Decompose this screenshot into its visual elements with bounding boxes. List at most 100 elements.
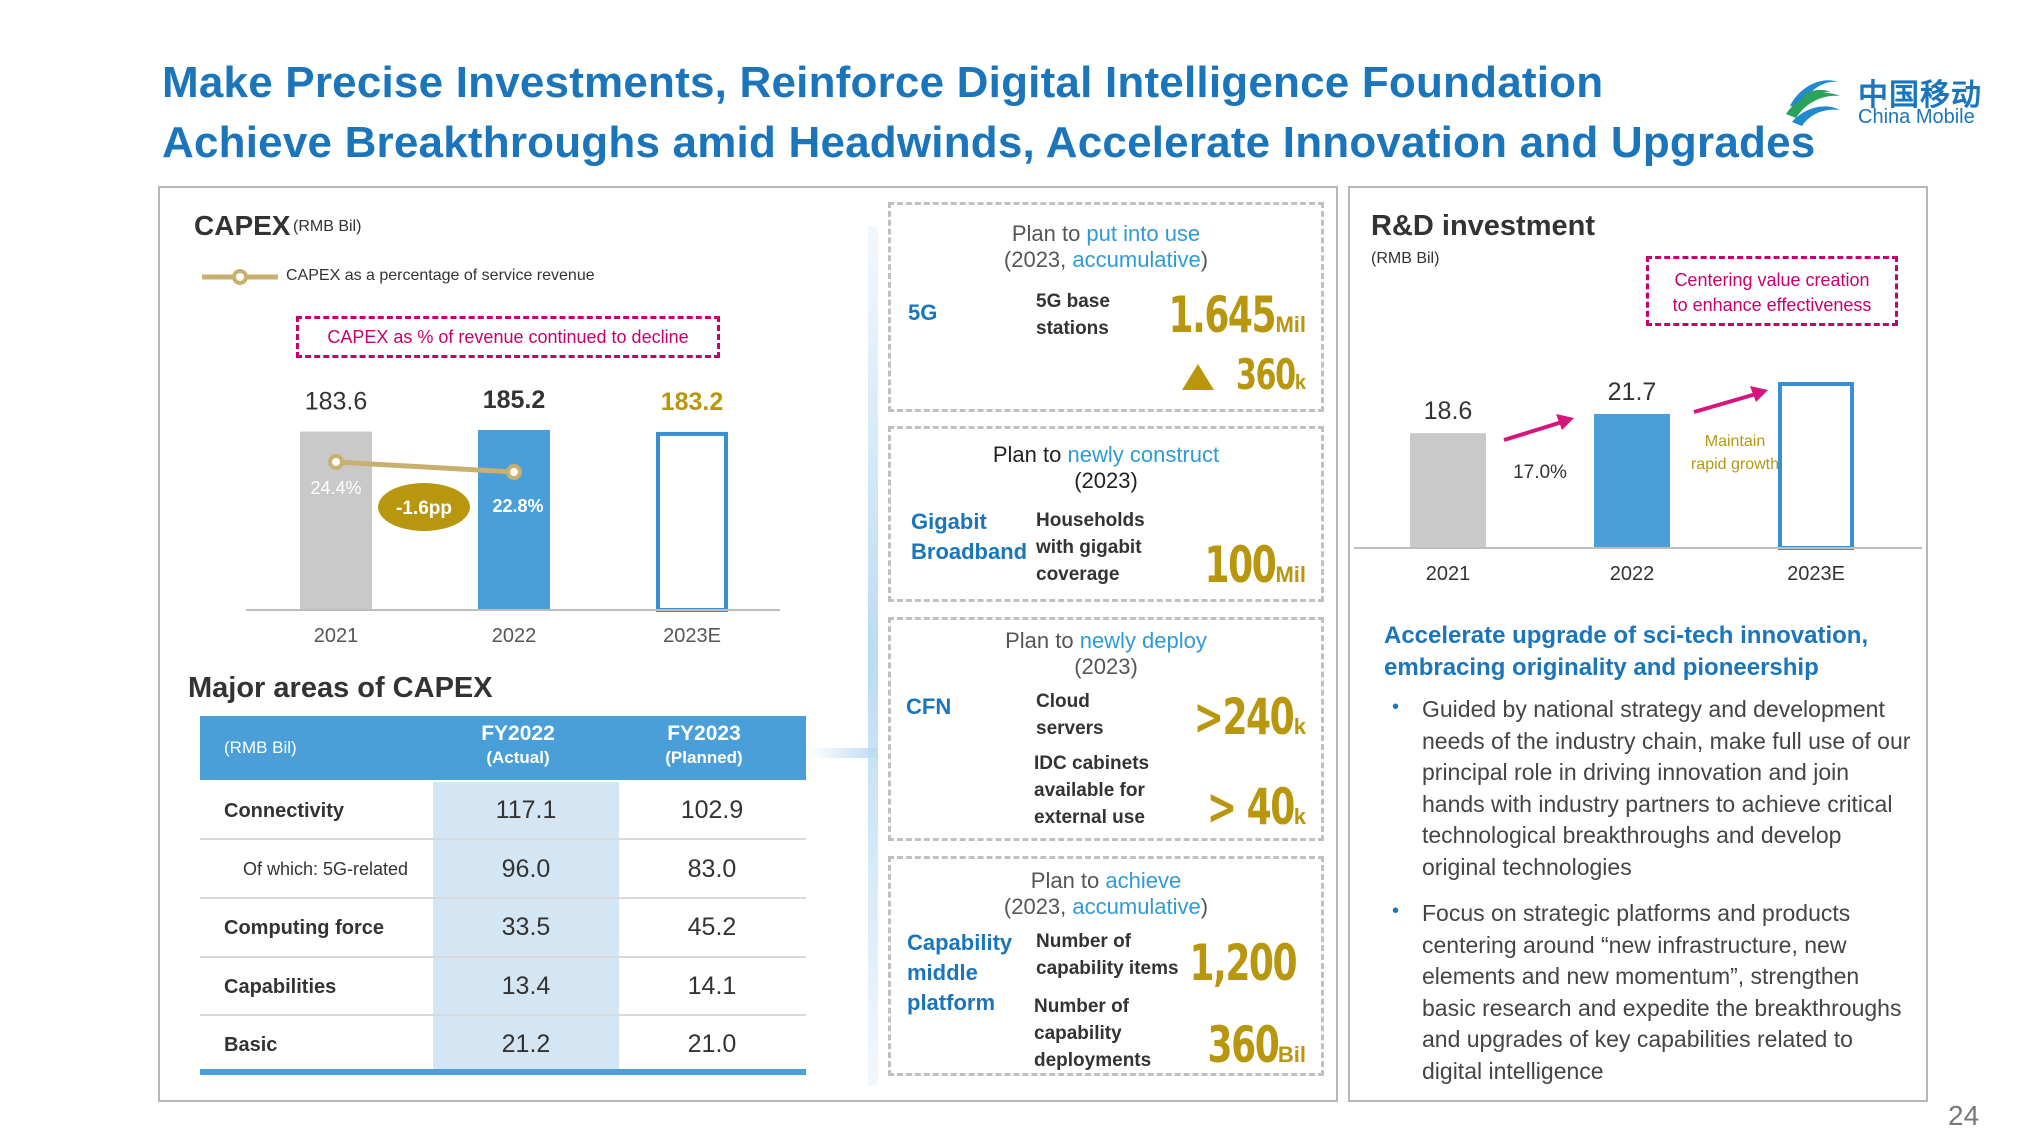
category-line: Gigabit: [911, 509, 987, 534]
capex-pct-label: 22.8%: [492, 496, 543, 516]
rnd-value-label: 18.6: [1424, 397, 1473, 425]
rnd-note-line-1: Centering value creation: [1674, 270, 1870, 290]
plan-capability-value-2-group: 360Bil: [1180, 1016, 1306, 1074]
capex-title: CAPEX: [194, 210, 291, 241]
capex-pct-point: [506, 464, 522, 480]
plan-cfn-unit-2: k: [1293, 804, 1306, 829]
plan-5g-category: 5G: [908, 300, 938, 325]
rnd-bullet-1: Guided by national strategy and developm…: [1422, 696, 1911, 880]
plan-capability-unit-2: Bil: [1277, 1042, 1306, 1067]
rnd-growth-label: 17.0%: [1513, 462, 1567, 483]
connector-bar: [808, 748, 878, 758]
plan-capability-box: [888, 856, 1324, 1076]
plan-gigabit-category: Gigabit Broadband: [911, 507, 1027, 567]
capex-value-label: 183.6: [305, 388, 368, 416]
logo-english-text: China Mobile: [1858, 106, 1975, 128]
category-line: Capability: [907, 930, 1013, 955]
maintain-label-2: rapid growth: [1691, 456, 1779, 473]
growth-arrowhead-icon: [1556, 414, 1574, 430]
plan-5g-box: [888, 202, 1324, 412]
table-cell-fy2022: 117.1: [495, 796, 557, 824]
capex-change-badge-text: -1.6pp: [396, 498, 452, 519]
plan-5g-value-group: 1.645Mil: [1127, 290, 1306, 340]
table-cell-fy2023: 83.0: [687, 855, 737, 883]
row-divider: [200, 956, 806, 958]
capex-category-label: 2023E: [663, 625, 721, 647]
capex-bar-chart: 183.6 2021 185.2 2022 183.2 2023E 24.4% 22.8% -1…: [246, 386, 780, 647]
plan-capability-value-2: 360: [1207, 1016, 1279, 1074]
capex-change-badge: [378, 483, 470, 531]
plan-cfn-value-1: >240: [1194, 688, 1295, 746]
title-line-1: Make Precise Investments, Reinforce Digi…: [162, 58, 1604, 107]
table-header-unit: (RMB Bil): [224, 738, 297, 757]
plan-capability-label-1: Number of capability items: [1036, 931, 1179, 979]
rnd-value-label: 21.7: [1608, 378, 1657, 406]
plan-5g-delta-group: 360k: [1213, 354, 1306, 396]
rnd-category-label: 2023E: [1787, 563, 1845, 585]
plan-cfn-value-2-group: > 40k: [1173, 782, 1306, 832]
plan-5g-value: 1.645: [1168, 286, 1277, 344]
plan-accumulative: accumulative: [1072, 247, 1201, 272]
plan-cfn-unit-1: k: [1293, 714, 1306, 739]
maintain-arrow-icon: [1693, 392, 1757, 414]
plan-cfn-label-1: Cloud servers: [1036, 691, 1104, 739]
capex-value-label: 183.2: [661, 388, 724, 416]
plan-year: (2023): [1074, 468, 1138, 493]
plan-year: (2023): [1074, 654, 1138, 679]
plan-capability-value-1: 1,200: [1189, 934, 1297, 992]
capex-pct-point: [328, 454, 344, 470]
capex-pct-label: 24.4%: [310, 478, 361, 498]
capex-unit: (RMB Bil): [293, 218, 362, 235]
fy2023-sub: (Planned): [665, 748, 743, 767]
table-row-label: Capabilities: [224, 976, 337, 998]
fy2022-column-highlight: [433, 782, 619, 1070]
table-row-label: Computing force: [224, 917, 384, 939]
row-divider: [200, 897, 806, 899]
table-cell-fy2023: 45.2: [687, 913, 737, 941]
capex-bar-2022: [478, 430, 550, 610]
plan-capability-label-2: Number of capability deployments: [1034, 996, 1152, 1071]
plan-5g-label: 5G base stations: [1036, 291, 1110, 339]
plan-5g-heading: Plan to put into use (2023, accumulative…: [888, 221, 1324, 273]
category-line: Broadband: [911, 539, 1028, 564]
china-mobile-logo-icon: [1782, 66, 1844, 132]
rnd-heading-line-1: Accelerate upgrade of sci-tech innovatio…: [1384, 622, 1869, 649]
capex-category-label: 2021: [314, 625, 359, 647]
rnd-heading-line-2: embracing originality and pioneership: [1384, 654, 1819, 681]
left-panel: [158, 186, 1338, 1102]
plan-cfn-label-2: IDC cabinets available for external use: [1034, 753, 1150, 828]
plan-highlight: newly deploy: [1079, 628, 1207, 653]
rnd-unit: (RMB Bil): [1371, 250, 1440, 267]
plan-gigabit-unit: Mil: [1275, 562, 1306, 587]
table-cell-fy2022: 21.2: [501, 1030, 551, 1058]
plan-paren: ): [1200, 247, 1209, 272]
logo-chinese-text: 中国移动: [1858, 79, 1982, 112]
plan-prefix: Plan to: [1011, 221, 1087, 246]
rnd-bar-2021: [1410, 433, 1486, 548]
plan-accumulative: accumulative: [1072, 894, 1201, 919]
plan-cfn-category: CFN: [906, 694, 952, 719]
growth-arrow-icon: [1503, 420, 1563, 442]
capex-bar-2023E: [656, 431, 728, 612]
plan-paren: ): [1200, 894, 1209, 919]
plan-capability-value-1-group: 1,200: [1148, 934, 1297, 992]
bullet-dot-icon: •: [1392, 696, 1400, 718]
capex-legend-label: CAPEX as a percentage of service revenue: [286, 267, 595, 284]
plan-gigabit-box: [888, 426, 1324, 602]
maintain-label-1: Maintain: [1705, 433, 1765, 450]
table-cell-fy2022: 13.4: [501, 972, 551, 1000]
rnd-title: R&D investment: [1371, 210, 1595, 242]
plan-highlight: achieve: [1105, 868, 1182, 893]
rnd-note-line-2: to enhance effectiveness: [1672, 295, 1872, 315]
connector-vertical: [868, 226, 878, 1086]
capex-legend-marker-icon: [200, 268, 280, 291]
plan-gigabit-label: Households with gigabit coverage: [1036, 510, 1145, 585]
plan-highlight: newly construct: [1067, 442, 1220, 467]
rnd-category-label: 2022: [1610, 563, 1655, 585]
rnd-note-box: Centering value creation to enhance effe…: [1646, 256, 1898, 326]
plan-cfn-value-2: > 40: [1206, 778, 1295, 836]
plan-prefix: Plan to: [1005, 628, 1080, 653]
capex-category-label: 2022: [492, 625, 537, 647]
plan-gigabit-value: 100: [1204, 536, 1277, 594]
bullet-dot-icon: •: [1392, 900, 1400, 922]
